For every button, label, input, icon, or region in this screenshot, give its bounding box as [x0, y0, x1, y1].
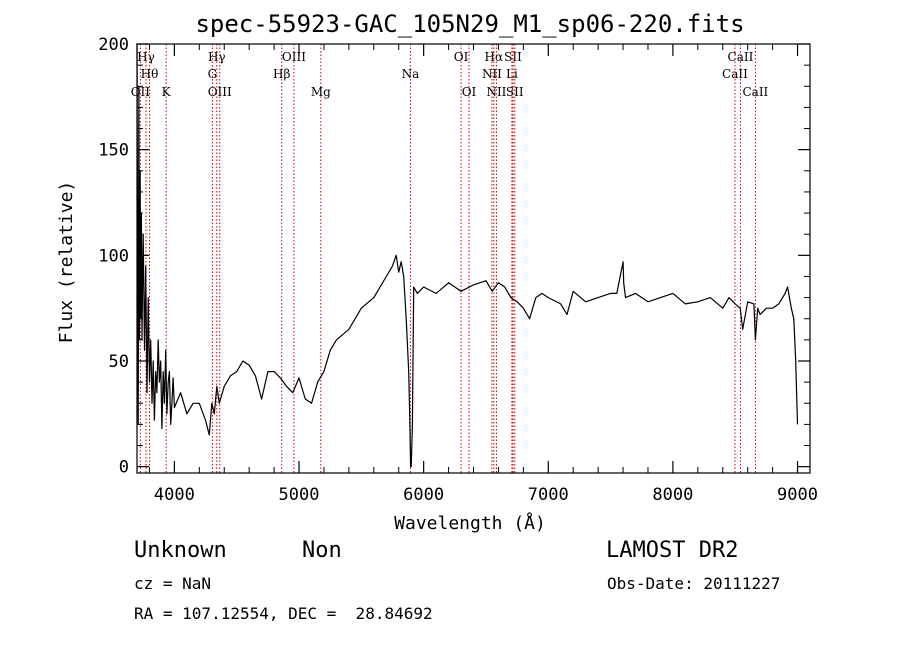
line-label-5: G — [208, 67, 218, 81]
y-tick-label-4: 200 — [98, 35, 129, 55]
survey-name: LAMOST DR2 — [606, 538, 739, 563]
line-label-2: OII — [131, 85, 151, 99]
line-label-13: Hα — [485, 50, 504, 64]
object-subclass: Non — [302, 538, 342, 563]
line-label-8: Hβ — [273, 67, 290, 81]
line-label-20: CaII — [722, 67, 748, 81]
y-tick-label-3: 150 — [98, 141, 129, 161]
x-tick-label-0: 4000 — [154, 485, 195, 505]
line-label-14: NII — [482, 67, 502, 81]
x-tick-label-4: 8000 — [652, 485, 693, 505]
line-label-18: SII — [506, 85, 524, 99]
x-tick-label-5: 9000 — [777, 485, 818, 505]
line-label-3: K — [162, 85, 172, 99]
obs-date-text: Obs-Date: 20111227 — [607, 574, 781, 593]
object-class: Unknown — [134, 538, 227, 563]
plot-frame — [136, 43, 811, 474]
x-tick-label-3: 7000 — [528, 485, 569, 505]
line-label-11: OI — [454, 50, 469, 64]
line-label-1: Hθ — [141, 67, 159, 81]
coordinates-text: RA = 107.12554, DEC = 28.84692 — [134, 604, 433, 623]
x-tick-label-1: 5000 — [279, 485, 320, 505]
line-label-12: OI — [462, 85, 477, 99]
line-label-19: CaII — [728, 50, 754, 64]
x-tick-label-2: 6000 — [403, 485, 444, 505]
y-tick-label-0: 0 — [119, 458, 129, 478]
line-label-21: CaII — [742, 85, 768, 99]
redshift-text: cz = NaN — [134, 574, 212, 593]
line-label-7: OIII — [282, 50, 306, 64]
chart-title: spec-55923-GAC_105N29_M1_sp06-220.fits — [195, 10, 744, 38]
line-label-15: NII — [486, 85, 506, 99]
y-axis-label: Flux (relative) — [56, 181, 77, 344]
line-label-17: Li — [506, 67, 518, 81]
line-label-9: Mg — [311, 85, 331, 99]
axis-ticks: 4000 5000 6000 7000 8000 9000 0 50 100 150 200 — [98, 35, 818, 505]
line-label-6: OIII — [208, 85, 232, 99]
y-tick-label-1: 50 — [109, 352, 129, 372]
spectrum-series-line — [136, 43, 799, 468]
line-label-10: Na — [402, 67, 420, 81]
line-label-16: SII — [504, 50, 522, 64]
line-label-0: Hγ — [137, 50, 155, 64]
x-axis-label: Wavelength (Å) — [394, 512, 546, 534]
y-tick-label-2: 100 — [98, 246, 129, 266]
line-label-4: Hγ — [208, 50, 226, 64]
